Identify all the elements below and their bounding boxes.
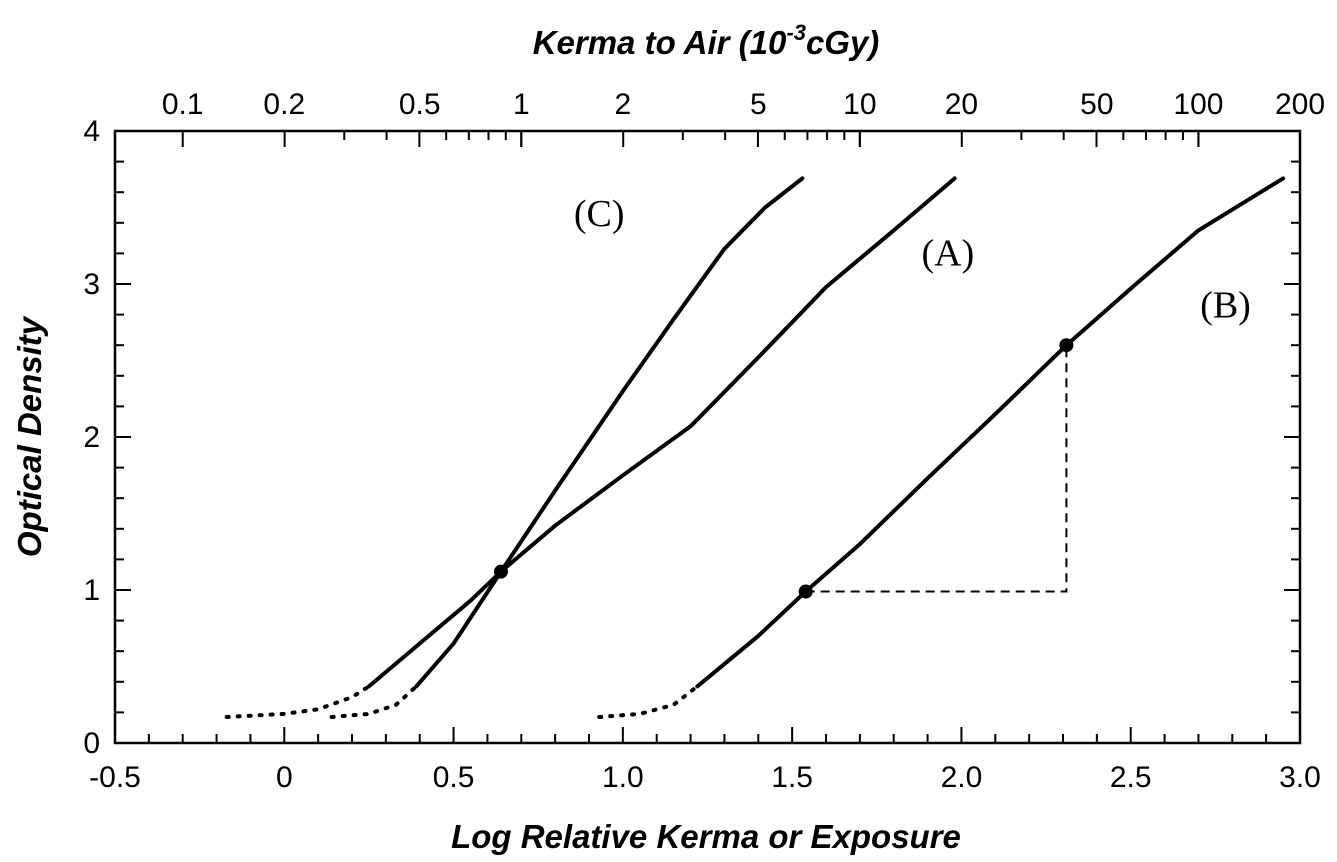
series-line-solid — [366, 176, 957, 689]
series-line-solid — [695, 176, 1286, 689]
x-tick-label: 0.5 — [433, 761, 475, 794]
y-tick-label: 2 — [83, 421, 100, 454]
curve-labels: (C) (A) (B) — [574, 193, 1251, 327]
x-tick-label: 2.0 — [941, 761, 983, 794]
plot-frame — [113, 129, 1302, 745]
top-tick-label: 1 — [513, 88, 530, 121]
curve-label: (A) — [922, 233, 975, 275]
y-tick-label: 4 — [83, 115, 100, 148]
top-tick-label: 0.2 — [263, 88, 305, 121]
top-tick-label: 200 — [1275, 88, 1325, 121]
top-tick-label: 2 — [615, 88, 632, 121]
curve-label: (C) — [574, 193, 625, 235]
top-tick-label: 0.5 — [399, 88, 441, 121]
y-tick-label: 0 — [83, 727, 100, 760]
y-axis-title: Optical Density — [11, 315, 48, 557]
guide-dashed-line — [805, 345, 1068, 593]
top-axis-title: Kerma to Air (10-3cGy) — [533, 20, 880, 61]
x-tick-label: 3.0 — [1279, 761, 1321, 794]
series-line-dotted — [329, 684, 419, 719]
curve-label: (B) — [1200, 285, 1251, 327]
series-line-dotted — [597, 684, 700, 719]
top-tick-label: 100 — [1173, 88, 1223, 121]
data-point — [798, 584, 813, 599]
curves — [224, 176, 1286, 719]
tick-labels: -0.5 0 0.5 1.0 1.5 2.0 2.5 3.00.1 0.2 0.5 1 2 5 10 20 5… — [83, 88, 1325, 794]
x-axis-title: Log Relative Kerma or Exposure — [451, 818, 961, 855]
data-point — [493, 564, 508, 579]
series-line-dotted — [224, 684, 371, 719]
y-tick-label: 1 — [83, 574, 100, 607]
x-tick-label: -0.5 — [89, 761, 141, 794]
tick-marks — [114, 130, 1301, 744]
top-tick-label: 20 — [945, 88, 978, 121]
top-tick-label: 0.1 — [162, 88, 204, 121]
x-tick-label: 0 — [276, 761, 293, 794]
x-tick-label: 1.5 — [771, 761, 813, 794]
top-tick-label: 50 — [1080, 88, 1113, 121]
x-tick-label: 1.0 — [602, 761, 644, 794]
y-tick-label: 3 — [83, 268, 100, 301]
x-tick-label: 2.5 — [1110, 761, 1152, 794]
top-tick-label: 5 — [750, 88, 767, 121]
marker-points — [493, 338, 1074, 599]
top-tick-label: 10 — [843, 88, 876, 121]
series-line-solid — [414, 176, 805, 689]
data-point — [1059, 338, 1074, 353]
